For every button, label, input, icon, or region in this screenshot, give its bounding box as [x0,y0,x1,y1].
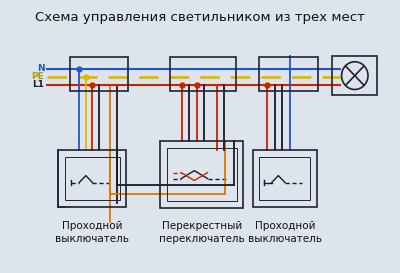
Text: PE: PE [32,72,44,81]
Bar [260,57,318,91]
Text: Перекрестный
переключатель: Перекрестный переключатель [159,221,245,244]
Bar [167,148,237,201]
Text: Проходной
выключатель: Проходной выключатель [56,221,130,244]
Bar [260,157,310,200]
Text: L1: L1 [32,80,44,89]
Bar [65,157,120,200]
Text: Схема управления светильником из трех мест: Схема управления светильником из трех ме… [35,11,365,24]
Bar [58,150,126,207]
Text: N: N [37,64,44,73]
Bar [70,57,128,91]
Bar [253,150,317,207]
Text: Проходной
выключатель: Проходной выключатель [248,221,322,244]
Bar [332,56,378,96]
Bar [170,57,236,91]
Bar [160,141,244,208]
